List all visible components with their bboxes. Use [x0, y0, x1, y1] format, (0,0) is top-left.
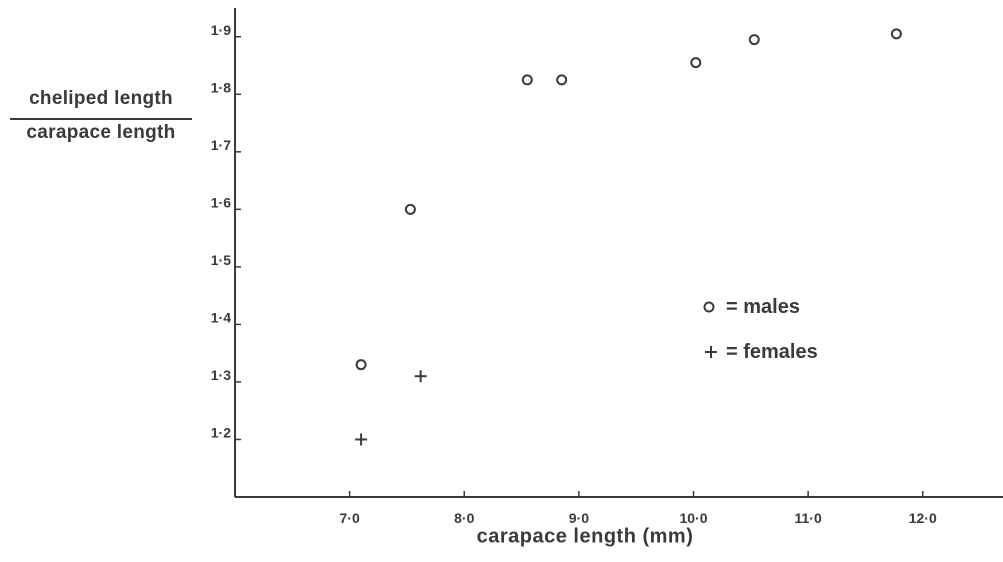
y-axis-label-denominator: carapace length	[26, 122, 176, 143]
y-tick-label: 1·7	[211, 137, 231, 153]
y-tick-label: 1·6	[211, 194, 231, 210]
legend-entry-males: = males	[726, 296, 800, 318]
y-tick-label: 1·3	[211, 367, 231, 383]
data-points	[355, 28, 902, 446]
y-tick-label: 1·4	[211, 309, 231, 325]
males-point	[890, 28, 902, 40]
x-tick-label: 7·0	[340, 510, 360, 526]
females-point	[414, 370, 427, 383]
legend-entry-females: = females	[726, 341, 818, 363]
y-axis-label-fraction-bar	[10, 118, 192, 120]
tick-marks: 1·2 1·3 1·4 1·5 1·6 1·7 1·8 1·9 7·0 8·0 9·0 10·0 11·…	[211, 22, 937, 526]
males-point	[748, 34, 760, 46]
x-tick-label: 9·0	[569, 510, 589, 526]
axes	[234, 8, 1003, 498]
females-point	[355, 433, 368, 446]
y-tick-label: 1·9	[211, 22, 231, 38]
males-point	[521, 74, 533, 86]
y-tick-label: 1·8	[211, 79, 231, 95]
x-tick-label: 12·0	[909, 510, 937, 526]
males-point	[404, 203, 416, 215]
males-point	[355, 359, 367, 371]
y-axis-label-numerator: cheliped length	[29, 88, 173, 109]
males-point	[556, 74, 568, 86]
y-tick-label: 1·2	[211, 424, 231, 440]
y-tick-label: 1·5	[211, 252, 231, 268]
legend-female-marker	[705, 346, 717, 358]
x-axis-label: carapace length (mm)	[476, 525, 694, 548]
legend-markers	[703, 301, 717, 358]
males-point	[690, 57, 702, 69]
x-tick-label: 11·0	[795, 510, 822, 526]
legend-male-marker	[703, 301, 715, 313]
x-tick-label: 10·0	[679, 510, 707, 526]
x-tick-label: 8·0	[454, 510, 474, 526]
